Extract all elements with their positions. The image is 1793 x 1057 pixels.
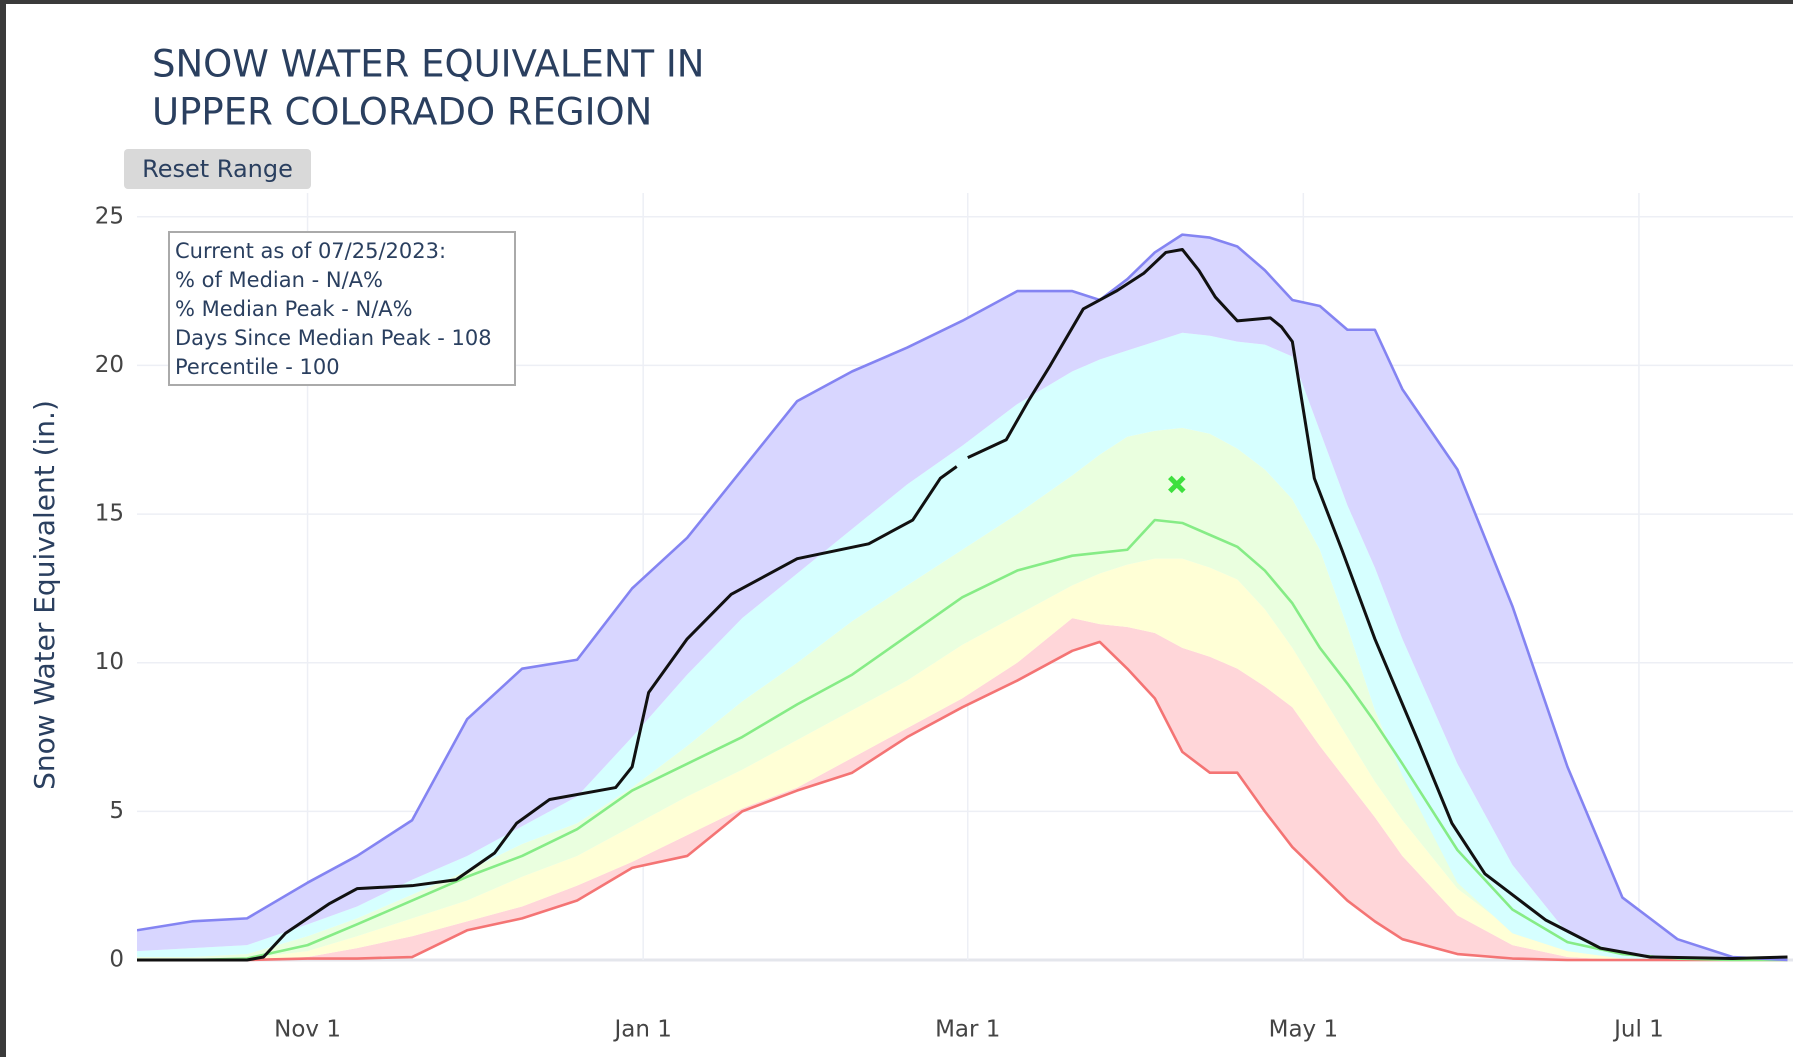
series-line [137,465,958,962]
series-line [967,247,1788,961]
x-tick-label: Mar 1 [935,1017,1000,1043]
annotation-text: Percentile - 100 [175,355,340,379]
series-line [137,640,1788,962]
chart-title: UPPER COLORADO REGION [152,91,652,134]
band-area [137,234,1788,961]
y-tick-label: 5 [109,798,124,824]
y-tick-label: 15 [95,501,124,527]
band-area [137,520,1788,960]
x-tick-label: Nov 1 [274,1017,341,1043]
y-tick-label: 20 [95,352,124,378]
x-tick-label: Jan 1 [612,1017,671,1043]
x-tick-label: Jul 1 [1612,1017,1664,1043]
series-line [137,518,1788,962]
chart-title: SNOW WATER EQUIVALENT IN [152,43,704,86]
y-tick-label: 0 [109,947,124,973]
annotation-text: % Median Peak - N/A% [175,297,413,321]
annotation-text: % of Median - N/A% [175,268,383,292]
annotation-box [168,231,516,386]
annotation-text: Days Since Median Peak - 108 [175,326,492,350]
band-area [137,332,1788,960]
x-tick-label: May 1 [1269,1017,1339,1043]
y-tick-label: 25 [95,203,124,229]
reset-range-button[interactable]: Reset Range [124,149,311,189]
marker [1168,475,1186,494]
y-axis-label: Snow Water Equivalent (in.) [28,400,61,790]
y-tick-label: 10 [95,649,124,675]
annotation-text: Current as of 07/25/2023: [175,239,446,263]
band-area [137,618,1788,960]
